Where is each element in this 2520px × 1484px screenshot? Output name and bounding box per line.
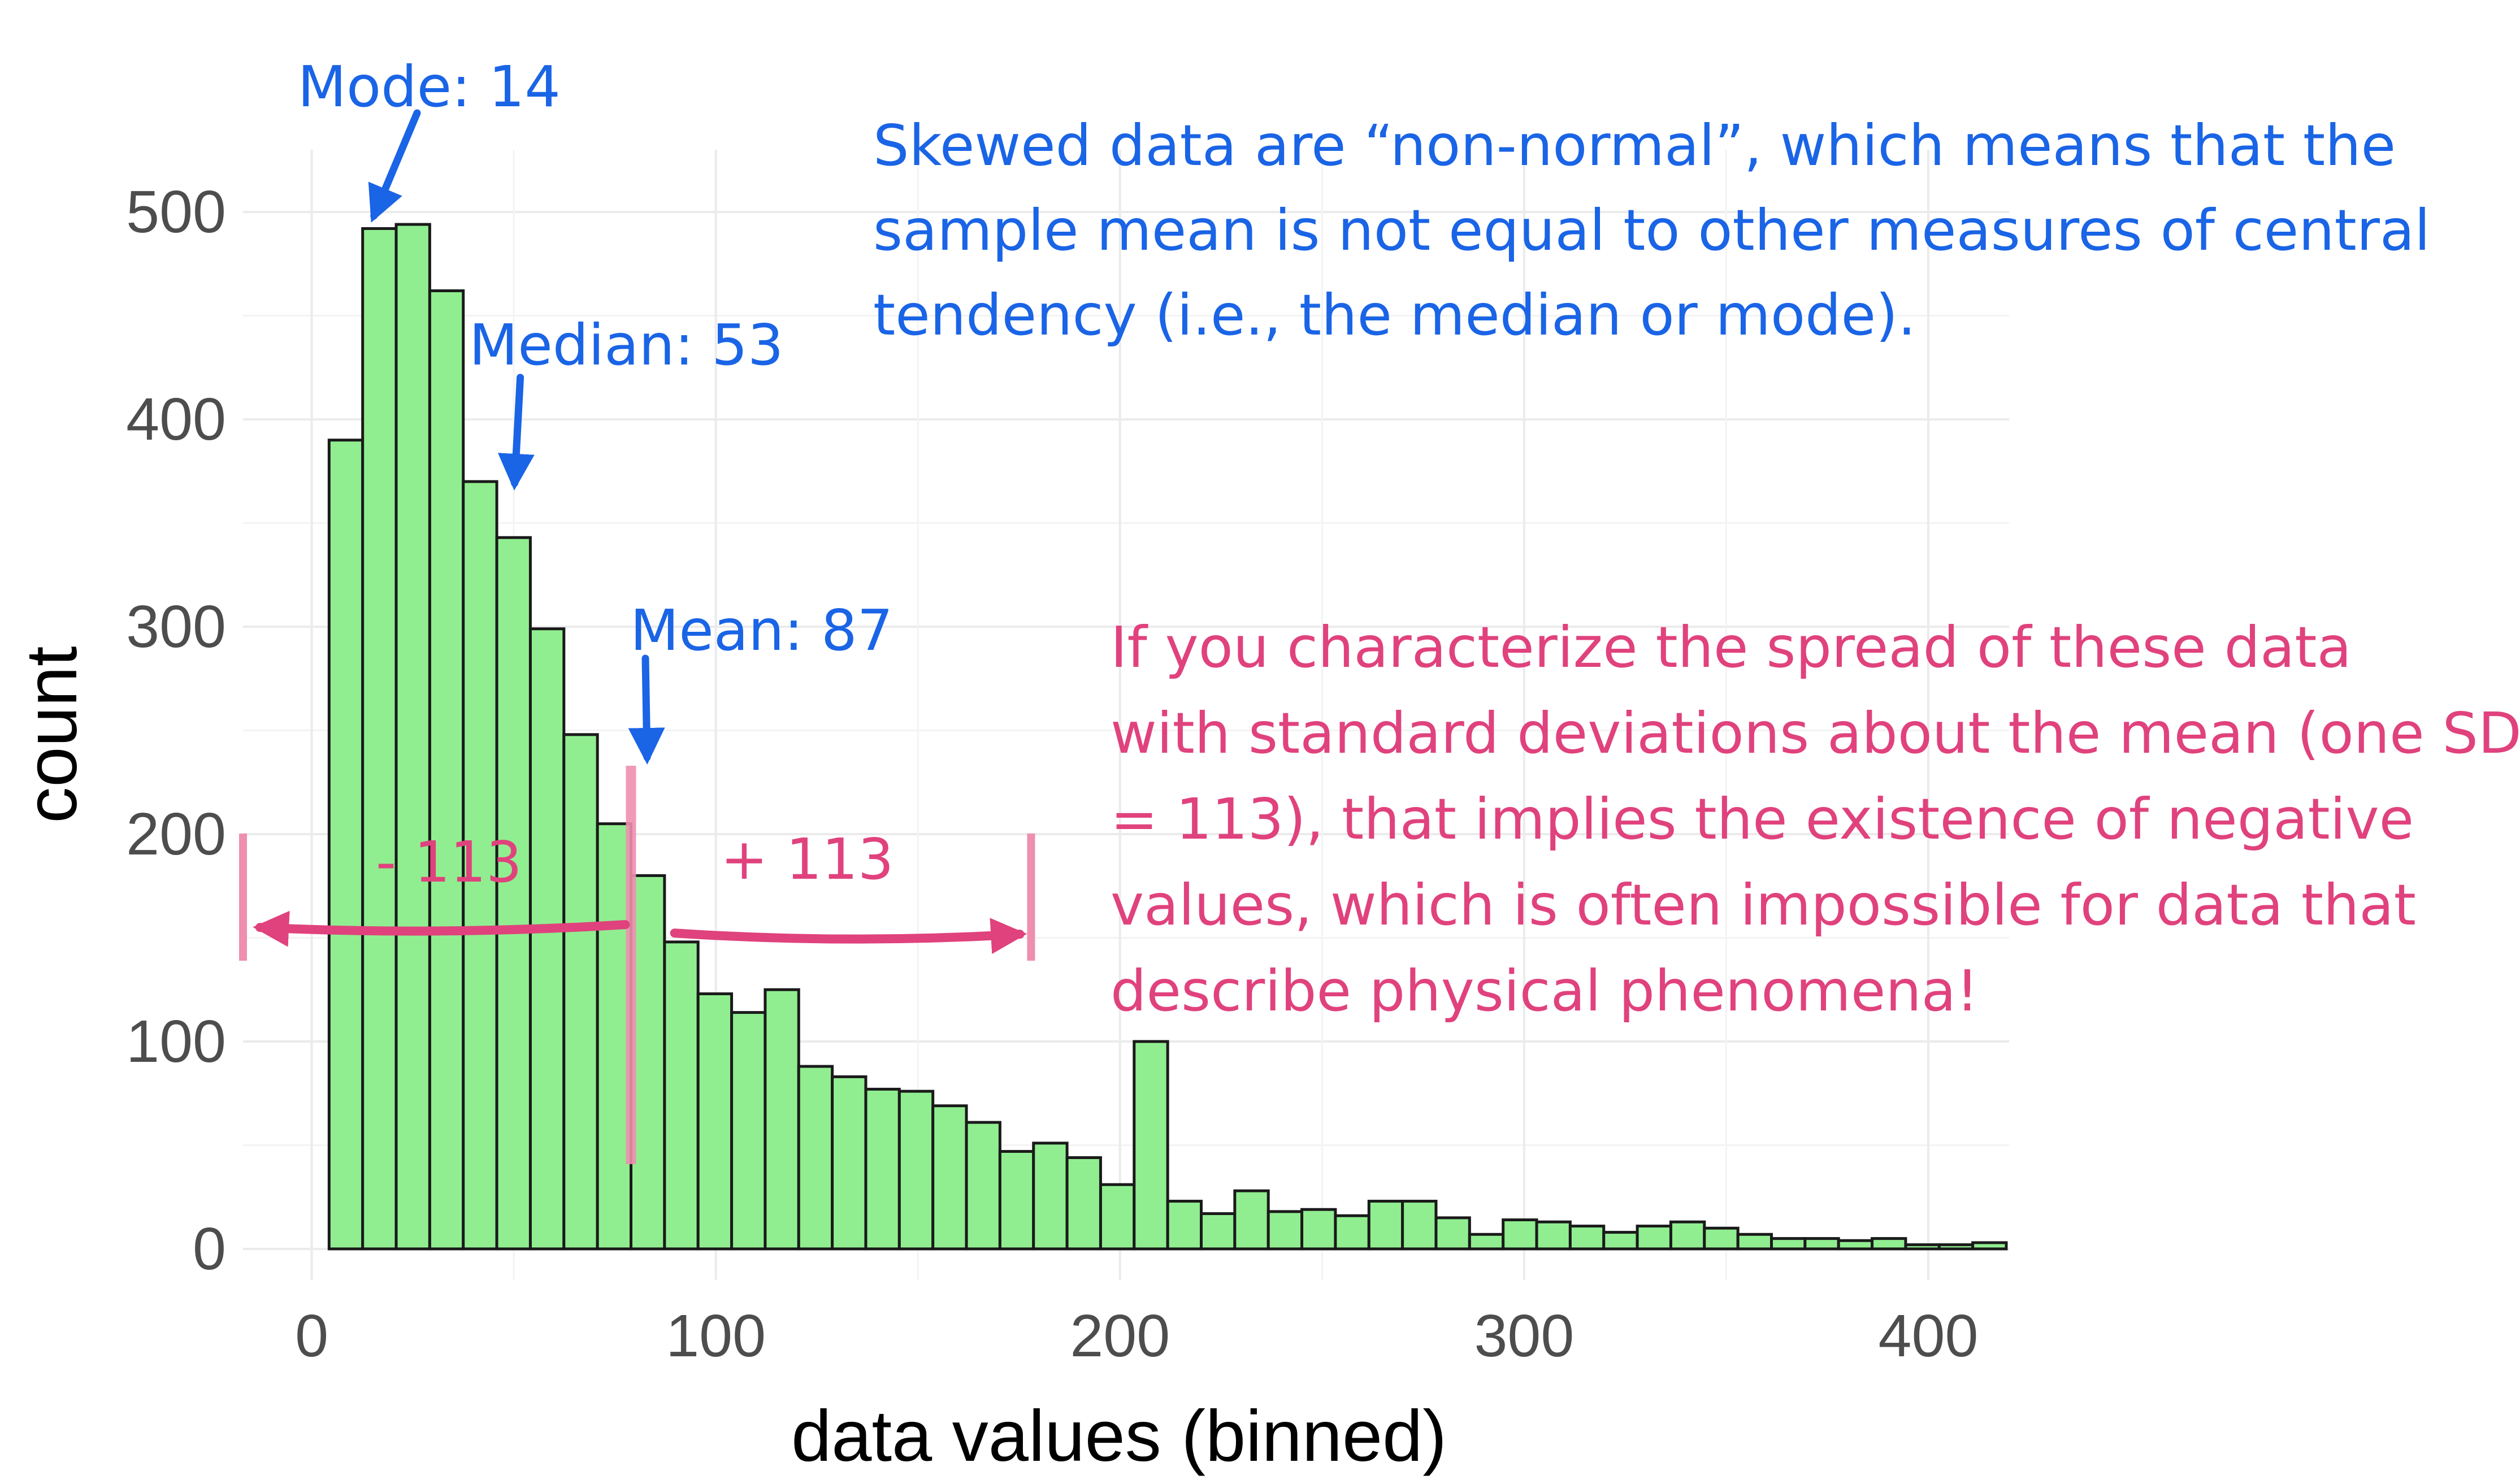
note-line: values, which is often impossible for da… (1111, 872, 2416, 938)
note-line: sample mean is not equal to other measur… (873, 197, 2430, 263)
blue-note: Skewed data are “non-normal”, which mean… (873, 112, 2430, 348)
y-tick-label: 0 (193, 1216, 226, 1282)
histogram-bar (1770, 1237, 1807, 1251)
histogram-bar (1401, 1200, 1438, 1251)
histogram-bar (1434, 1216, 1471, 1251)
median-arrow (497, 374, 535, 491)
histogram-bar (562, 733, 599, 1251)
histogram-bar (1133, 1040, 1169, 1251)
histogram-bar (1669, 1220, 1706, 1251)
histogram-bar (797, 1065, 834, 1251)
y-tick-label: 100 (126, 1008, 226, 1075)
histogram-bar (730, 1011, 767, 1251)
note-line: tendency (i.e., the median or mode). (873, 282, 1916, 348)
histogram-bars (327, 223, 2008, 1251)
histogram-bar (1871, 1237, 1907, 1251)
plus-sd-arrow (670, 918, 1027, 954)
histogram-bar (931, 1104, 968, 1251)
histogram-bar (1099, 1183, 1136, 1251)
note-line: If you characterize the spread of these … (1111, 614, 2352, 680)
histogram-bar (1300, 1208, 1337, 1251)
histogram-bar (998, 1149, 1035, 1251)
histogram-bar (1568, 1225, 1606, 1251)
histogram-bar (1535, 1220, 1572, 1251)
y-tick-label: 200 (126, 801, 226, 867)
histogram-bar (831, 1075, 868, 1251)
y-tick-label: 300 (126, 593, 226, 660)
histogram-bar (1703, 1226, 1740, 1251)
x-tick-label: 300 (1474, 1303, 1574, 1369)
median-label: Median: 53 (469, 312, 783, 378)
histogram-bar (897, 1090, 935, 1251)
histogram-bar (1904, 1243, 1941, 1251)
histogram-bar (864, 1087, 901, 1251)
histogram-bar (1032, 1142, 1069, 1251)
mean-arrow (628, 654, 665, 765)
note-line: = 113), that implies the existence of ne… (1111, 786, 2414, 852)
annotations: Mode: 14 Median: 53 Mean: 87 - 113 + 113 (239, 54, 1035, 1164)
histogram-bar (394, 223, 431, 1251)
histogram-bar (1166, 1200, 1203, 1251)
mode-label: Mode: 14 (298, 54, 561, 120)
histogram-bar (1334, 1214, 1370, 1251)
y-axis-title: count (11, 646, 92, 823)
x-tick-label: 100 (666, 1303, 766, 1369)
note-line: describe physical phenomena! (1111, 958, 1979, 1024)
x-tick-label: 200 (1070, 1303, 1170, 1369)
histogram-bar (764, 988, 800, 1251)
mean-label: Mean: 87 (630, 597, 893, 663)
histogram-bar (528, 627, 566, 1251)
histogram-bar (696, 992, 734, 1251)
x-tick-label: 400 (1879, 1303, 1979, 1369)
histogram-bar (965, 1121, 1001, 1251)
note-line: with standard deviations about the mean … (1111, 700, 2520, 766)
histogram-bar (1971, 1241, 2008, 1251)
minus-sd-label: - 113 (376, 829, 522, 895)
pink-note: If you characterize the spread of these … (1111, 614, 2520, 1024)
histogram-bar (1065, 1156, 1102, 1251)
y-tick-label: 400 (126, 386, 226, 453)
x-axis-title: data values (binned) (791, 1396, 1447, 1477)
histogram-bar (1468, 1233, 1505, 1251)
minus-sd-arrow (253, 910, 630, 947)
histogram-bar (1502, 1218, 1538, 1251)
histogram-bar (428, 289, 465, 1251)
histogram-bar (1937, 1243, 1975, 1251)
histogram-bar (629, 874, 666, 1251)
histogram-bar (1736, 1233, 1773, 1251)
note-line: Skewed data are “non-normal”, which mean… (873, 112, 2396, 179)
mode-arrow (368, 109, 421, 223)
histogram-bar (1602, 1231, 1639, 1251)
histogram-bar (1837, 1239, 1874, 1251)
histogram-bar (1200, 1212, 1237, 1251)
y-tick-label: 500 (126, 179, 226, 245)
histogram-bar (1233, 1189, 1270, 1251)
histogram-bar (1266, 1210, 1304, 1251)
histogram-bar (361, 227, 398, 1251)
histogram-bar (663, 940, 700, 1251)
histogram-bar (1367, 1200, 1404, 1251)
plus-sd-label: + 113 (721, 826, 894, 892)
tick-labels: 0 100 200 300 400 500 0 100 200 300 400 (126, 179, 1978, 1369)
histogram-bar (1803, 1237, 1840, 1251)
histogram-bar (1636, 1225, 1672, 1251)
x-tick-label: 0 (295, 1303, 328, 1369)
histogram-bar (327, 439, 365, 1251)
